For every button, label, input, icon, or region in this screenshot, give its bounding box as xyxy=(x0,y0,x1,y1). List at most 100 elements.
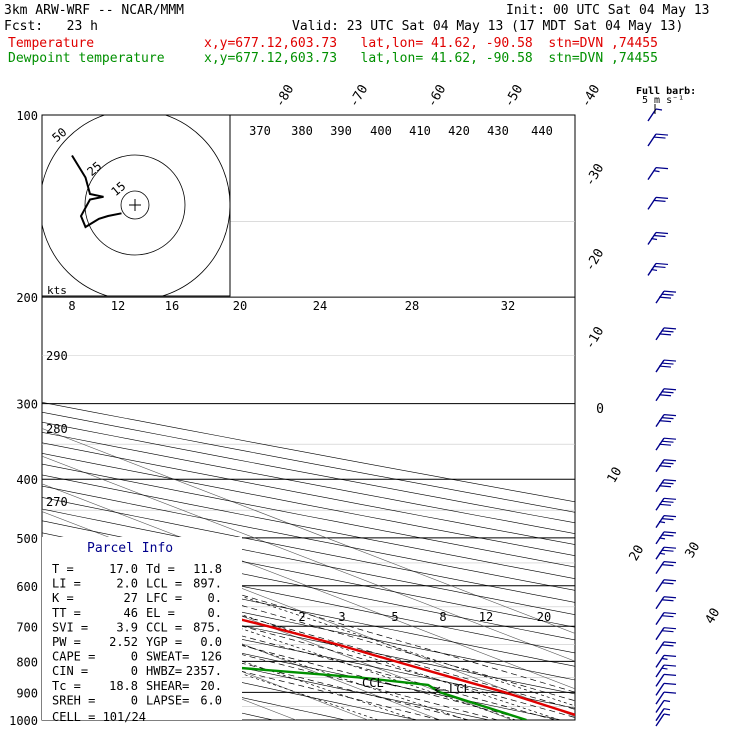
wind-barb-flag xyxy=(661,657,668,660)
wind-barb-staff xyxy=(655,708,665,722)
wind-barb-flag xyxy=(658,394,672,397)
parcel-row-cell: LCL = xyxy=(146,577,182,591)
wind-barb-staff xyxy=(655,700,665,713)
wind-barb-flag xyxy=(661,564,674,567)
wind-barb xyxy=(655,327,677,341)
pressure-label: 200 xyxy=(16,291,38,305)
theta-e-label: 390 xyxy=(330,124,352,138)
wind-barb-flag xyxy=(663,673,677,676)
temperature-label: -60 xyxy=(425,82,450,110)
wind-barb-flag xyxy=(661,518,674,521)
theta-e-label: 430 xyxy=(487,124,509,138)
wind-barb xyxy=(655,664,677,678)
wind-barb xyxy=(655,627,677,641)
wind-barb-flag xyxy=(658,333,672,336)
wind-barb-flag xyxy=(658,296,672,299)
wind-barb-flag xyxy=(658,503,672,506)
pressure-label: 900 xyxy=(16,686,38,700)
dry-adiabat xyxy=(42,485,575,591)
wind-barb xyxy=(647,133,669,147)
lcl-label: LCL xyxy=(449,682,471,696)
wind-barb xyxy=(655,561,677,575)
wind-barb xyxy=(655,479,677,493)
moist-adiabat xyxy=(42,605,498,720)
parcel-row-cell: 0 xyxy=(131,693,138,707)
wind-barb-flag xyxy=(653,265,666,269)
isotherm xyxy=(42,428,575,634)
dry-adiabat xyxy=(42,610,563,720)
wind-barb-flag xyxy=(661,330,674,333)
pressure-label: 500 xyxy=(16,532,38,546)
parcel-row-cell: SHEAR= xyxy=(146,679,189,693)
temperature-label: 10 xyxy=(605,465,626,486)
wind-barb-flag xyxy=(650,237,658,241)
isotherm xyxy=(42,538,513,720)
parcel-row-cell: LI = xyxy=(52,577,81,591)
wind-barb-flag xyxy=(655,196,669,200)
hodograph-trace xyxy=(71,154,122,229)
wind-barb-flag xyxy=(661,599,674,602)
parcel-row-cell: 0. xyxy=(208,606,222,620)
pressure-label: 700 xyxy=(16,620,38,634)
parcel-row-cell: YGP = xyxy=(146,635,182,649)
wind-barb-staff xyxy=(647,133,657,147)
wind-barb-flag xyxy=(663,713,671,716)
wind-barb-flag xyxy=(653,234,666,238)
theta-e-label: 440 xyxy=(531,124,553,138)
dry-adiabat xyxy=(42,474,575,579)
parcel-row-cell: 0. xyxy=(208,591,222,605)
wind-barb xyxy=(655,579,677,593)
forecast-hour: Fcst: 23 h xyxy=(4,19,98,34)
wind-barb-flag xyxy=(663,327,677,330)
dry-adiabat xyxy=(42,624,491,720)
wind-barb-staff xyxy=(655,673,665,687)
temperature-label: -40 xyxy=(579,82,604,110)
isotherm xyxy=(0,115,8,720)
legend-dewpoint-location: x,y=677.12,603.73 lat,lon= 41.62, -90.58… xyxy=(204,51,658,66)
mixing-ratio-label: 2 xyxy=(298,610,305,624)
parcel-row-cell: LAPSE= xyxy=(146,693,189,707)
theta-e-label: 370 xyxy=(249,124,271,138)
wind-barb-staff xyxy=(655,627,665,641)
wind-barb xyxy=(655,708,671,722)
speed-tick-label: 28 xyxy=(405,299,419,313)
speed-tick-label: 8 xyxy=(68,299,75,313)
speed-tick-label: 24 xyxy=(313,299,327,313)
wind-barb-flag xyxy=(663,596,677,599)
wind-barb-staff xyxy=(655,691,665,705)
wind-barb-flag xyxy=(661,440,674,443)
wind-barb xyxy=(655,699,671,713)
wind-barb xyxy=(655,459,677,473)
temperature-label: -80 xyxy=(273,82,298,110)
parcel-row-cell: 2357. xyxy=(186,664,222,678)
dry-adiabat xyxy=(42,520,575,628)
temperature-label: -30 xyxy=(583,161,608,189)
wind-barb-flag xyxy=(663,546,677,549)
wind-barb-flag xyxy=(661,500,674,503)
parcel-row-cell: 46 xyxy=(124,606,138,620)
wind-barb-flag xyxy=(661,293,674,296)
barb-key-title: Full barb: xyxy=(636,86,696,97)
wind-barb-flag xyxy=(663,388,677,391)
pressure-label: 1000 xyxy=(9,714,38,728)
wind-barb-flag xyxy=(661,462,674,465)
parcel-row-cell: HWBZ= xyxy=(146,664,182,678)
theta-left-label: 290 xyxy=(46,349,68,363)
speed-tick-label: 16 xyxy=(165,299,179,313)
wind-barb-flag xyxy=(653,136,666,139)
legend-temperature-label: Temperature xyxy=(8,36,95,51)
temperature-label: 0 xyxy=(596,402,604,417)
dewpoint-line xyxy=(42,573,527,720)
parcel-row-cell: 126 xyxy=(200,650,222,664)
wind-barb-flag xyxy=(658,420,672,423)
parcel-cell: CELL = 101/24 xyxy=(52,710,146,724)
moist-adiabat xyxy=(42,548,575,702)
wind-barb-staff xyxy=(655,612,665,626)
wind-barb-flag xyxy=(663,627,677,630)
moist-adiabat xyxy=(42,537,575,693)
wind-barb xyxy=(655,546,677,560)
wind-barb-staff xyxy=(655,713,665,727)
wind-barb-flag xyxy=(663,414,677,417)
parcel-row-cell: Td = xyxy=(146,562,175,576)
temperature-label: 30 xyxy=(683,540,704,561)
